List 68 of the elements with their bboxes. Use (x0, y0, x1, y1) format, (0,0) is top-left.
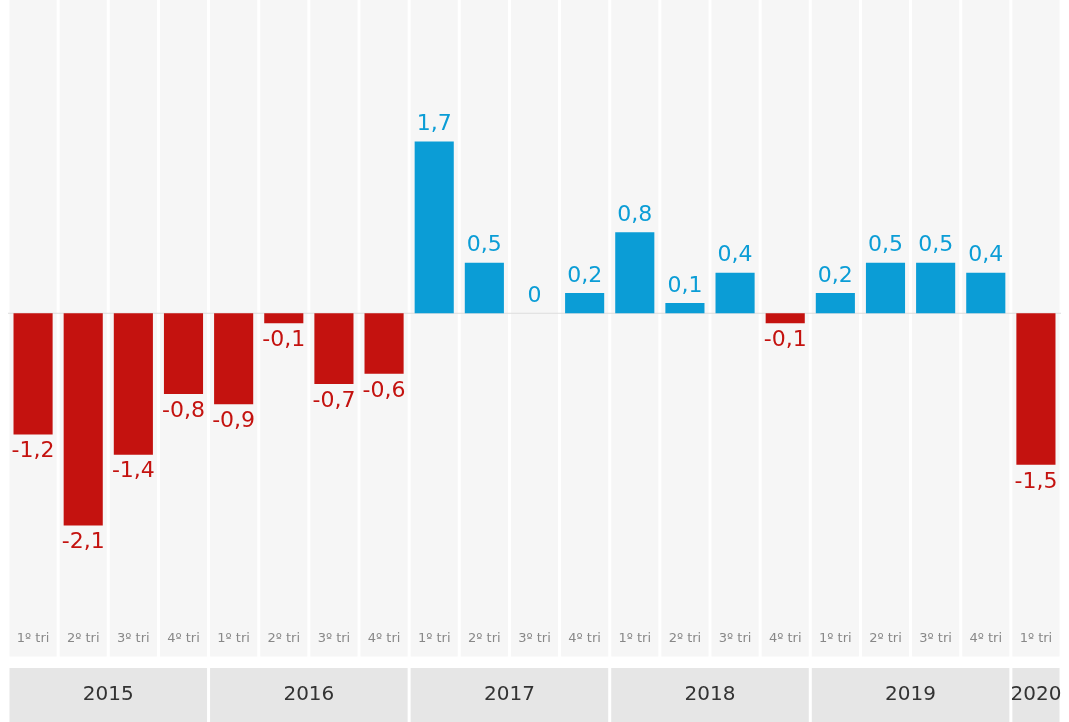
data-label: 0,8 (617, 201, 653, 227)
x-tick-label: 3º tri (117, 629, 150, 645)
bar (865, 262, 906, 314)
data-label: 1,7 (416, 110, 452, 136)
bar (916, 262, 956, 314)
data-label: 0,5 (466, 231, 502, 257)
data-label: -0,9 (212, 406, 256, 432)
text: 2017 (483, 681, 535, 706)
x-tick-label: 4º tri (167, 629, 200, 645)
data-label: 0,4 (968, 241, 1004, 267)
data-label: 0,5 (918, 231, 954, 257)
x-tick-label: 1º tri (16, 629, 50, 645)
bar (1016, 313, 1056, 465)
bar (113, 313, 153, 455)
data-label: -2,1 (61, 528, 105, 554)
x-tick-label: 4º tri (367, 629, 401, 645)
text: 2018 (684, 681, 736, 706)
data-label: -0,8 (162, 396, 205, 422)
bar (13, 313, 53, 435)
bar (966, 272, 1006, 314)
bar (63, 313, 103, 526)
bar (163, 313, 204, 395)
data-label: 0,1 (667, 271, 703, 297)
data-label: -1,4 (111, 457, 155, 483)
x-tick-label: 4º tri (768, 629, 802, 645)
bar (214, 313, 254, 405)
data-label: 0,5 (868, 231, 903, 257)
x-tick-label: 1º tri (1019, 629, 1053, 645)
x-tick-label: 3º tri (919, 629, 952, 645)
data-label: -0,1 (763, 326, 807, 352)
bar (815, 292, 855, 314)
data-label: -1,2 (11, 437, 55, 463)
x-tick-label: 3º tri (518, 629, 551, 645)
bar (314, 313, 354, 384)
bar (615, 232, 655, 314)
data-label: -0,1 (262, 326, 306, 352)
text: 2020 (1010, 681, 1062, 706)
data-label: 0 (527, 281, 542, 307)
x-tick-label: 2º tri (869, 629, 902, 645)
x-tick-label: 3º tri (317, 629, 351, 645)
x-tick-label: 1º tri (417, 629, 451, 645)
bar (715, 272, 755, 314)
data-label: -0,7 (312, 386, 356, 412)
x-tick-label: 2º tri (267, 629, 301, 645)
data-label: 0,4 (717, 241, 753, 267)
x-tick-label: 4º tri (969, 629, 1003, 645)
x-tick-label: 4º tri (568, 629, 601, 645)
x-tick-label: 3º tri (718, 629, 752, 645)
x-tick-label: 1º tri (819, 629, 852, 645)
bar (264, 313, 304, 324)
x-tick-label: 1º tri (618, 629, 652, 645)
bar (464, 262, 504, 314)
bar (765, 313, 805, 324)
data-label: -1,5 (1014, 467, 1058, 493)
data-label: 0,2 (817, 261, 853, 287)
text: 2019 (885, 681, 937, 706)
x-tick-label: 2º tri (468, 629, 501, 645)
text: 2015 (82, 681, 134, 706)
x-tick-label: 1º tri (217, 629, 250, 645)
x-tick-label: 2º tri (668, 629, 702, 645)
data-label: 0,2 (567, 261, 603, 287)
bar (565, 292, 605, 314)
bar (364, 313, 404, 374)
text: 2016 (283, 681, 335, 706)
bar (414, 141, 454, 314)
data-label: -0,6 (362, 376, 406, 402)
x-tick-label: 2º tri (66, 629, 100, 645)
bar (665, 303, 705, 314)
